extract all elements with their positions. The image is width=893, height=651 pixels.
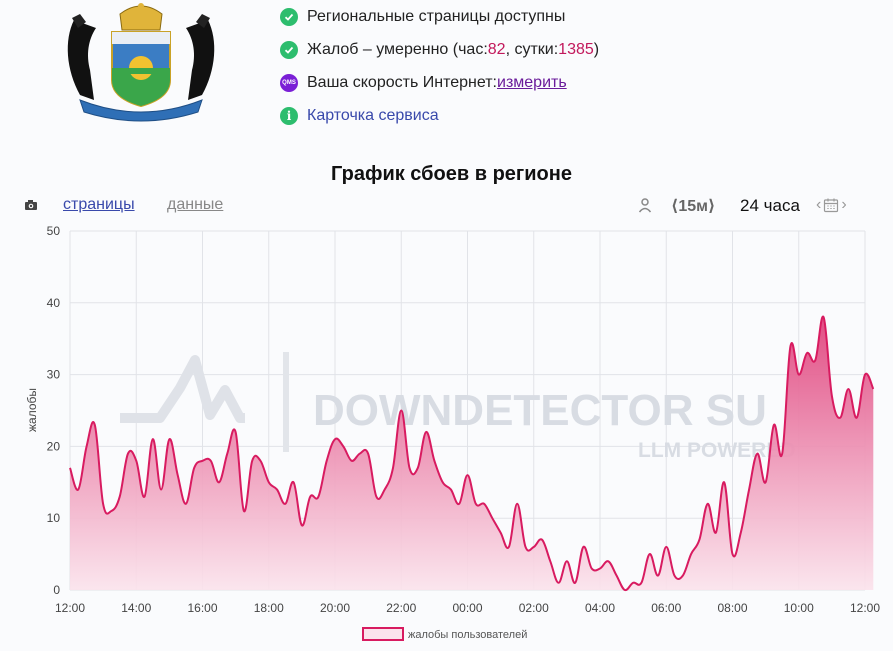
period-nav[interactable]: ‹ › bbox=[816, 196, 847, 214]
outage-chart: DOWNDETECTOR SU LLM POWERED 01020304050 … bbox=[25, 224, 880, 641]
status-regional: Региональные страницы доступны bbox=[280, 0, 599, 33]
x-tick-label: 00:00 bbox=[452, 601, 482, 615]
complaints-line bbox=[69, 315, 875, 592]
calendar-icon[interactable] bbox=[823, 197, 839, 213]
x-tick-label: 12:00 bbox=[850, 601, 880, 615]
x-tick-label: 08:00 bbox=[717, 601, 747, 615]
tab-data[interactable]: данные bbox=[167, 196, 224, 213]
x-tick-label: 14:00 bbox=[121, 601, 151, 615]
y-tick-label: 40 bbox=[47, 296, 61, 310]
chart-title: График сбоев в регионе bbox=[331, 163, 572, 185]
person-icon[interactable] bbox=[638, 197, 652, 218]
complaints-mid: , сутки: bbox=[505, 40, 559, 58]
complaints-prefix: Жалоб – умеренно (час: bbox=[307, 40, 488, 58]
check-icon bbox=[280, 7, 298, 26]
legend-label: жалобы пользователей bbox=[408, 629, 527, 641]
complaints-suffix: ) bbox=[593, 40, 600, 58]
x-tick-label: 02:00 bbox=[519, 601, 549, 615]
speed-text: Ваша скорость Интернет: bbox=[307, 73, 497, 91]
status-speed: QMS Ваша скорость Интернет: измерить bbox=[280, 66, 599, 99]
y-tick-label: 50 bbox=[47, 224, 61, 238]
info-icon: i bbox=[280, 106, 298, 125]
watermark: DOWNDETECTOR SU LLM POWERED bbox=[120, 352, 796, 462]
complaints-area bbox=[70, 316, 874, 591]
status-service-card[interactable]: i Карточка сервиса bbox=[280, 99, 599, 132]
status-regional-text: Региональные страницы доступны bbox=[307, 7, 566, 25]
period-label: 24 часа bbox=[740, 196, 800, 215]
y-tick-label: 10 bbox=[47, 511, 61, 525]
coat-of-arms-logo bbox=[67, 3, 215, 122]
x-tick-label: 10:00 bbox=[784, 601, 814, 615]
legend[interactable]: жалобы пользователей bbox=[362, 627, 527, 641]
chevron-right-icon[interactable]: › bbox=[841, 196, 847, 213]
x-tick-label: 20:00 bbox=[320, 601, 350, 615]
check-icon bbox=[280, 40, 298, 59]
x-tick-label: 06:00 bbox=[651, 601, 681, 615]
complaints-hour-count: 82 bbox=[487, 40, 506, 58]
y-axis-label: жалобы bbox=[25, 388, 39, 432]
complaints-day-count: 1385 bbox=[558, 40, 594, 58]
x-tick-label: 12:00 bbox=[55, 601, 85, 615]
legend-swatch[interactable] bbox=[362, 627, 404, 641]
speedtest-icon: QMS bbox=[280, 73, 298, 92]
chart-grid bbox=[69, 230, 866, 591]
x-tick-label: 04:00 bbox=[585, 601, 615, 615]
y-tick-label: 20 bbox=[47, 439, 61, 453]
status-complaints: Жалоб – умеренно (час: 82, сутки: 1385) bbox=[280, 33, 599, 66]
x-tick-label: 16:00 bbox=[187, 601, 217, 615]
service-card-link[interactable]: Карточка сервиса bbox=[307, 106, 439, 124]
x-tick-label: 22:00 bbox=[386, 601, 416, 615]
camera-icon[interactable] bbox=[24, 198, 38, 216]
interval-selector[interactable]: ⟨15м⟩ bbox=[671, 198, 716, 215]
x-tick-label: 18:00 bbox=[254, 601, 284, 615]
tab-pages[interactable]: страницы bbox=[63, 196, 135, 213]
watermark-line1: DOWNDETECTOR SU bbox=[313, 386, 767, 435]
measure-speed-link[interactable]: измерить bbox=[497, 73, 567, 91]
y-tick-label: 0 bbox=[53, 583, 60, 597]
chevron-left-icon[interactable]: ‹ bbox=[816, 196, 822, 213]
y-tick-label: 30 bbox=[47, 368, 61, 382]
